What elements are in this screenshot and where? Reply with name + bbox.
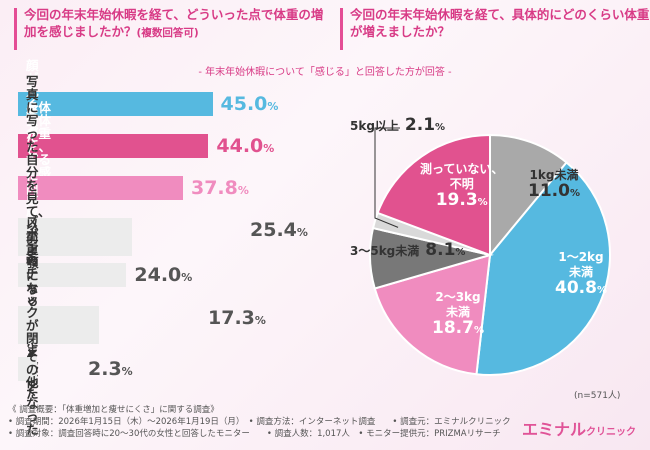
subtitle: - 年末年始休暇について「感じる」と回答した方が回答 - xyxy=(198,67,452,78)
pie-label: 2〜3kg 未満 18.7% xyxy=(432,290,484,338)
pie-label: 3〜5kg未満 8.1% xyxy=(350,240,466,260)
bar-value-label: 17.3% xyxy=(208,307,266,329)
bar xyxy=(18,218,133,256)
footer-line-1: 《 調査概要：「体重増加と痩せにくさ」に関する調査》 xyxy=(8,405,219,415)
bar xyxy=(18,92,213,116)
question-2-title: 今回の年末年始休暇を経て、具体的にどのくらい体重が増えましたか？ xyxy=(350,7,650,39)
question-1-heading: 今回の年末年始休暇を経て、どういった点で体重の増加を感じましたか？(複数回答可) xyxy=(14,6,324,56)
bar-value-label: 44.0% xyxy=(216,135,275,157)
footer-line-2: • 調査期間：2026年1月15日（木）〜2026年1月19日（月） • 調査方… xyxy=(8,417,511,427)
bar-value-label: 2.3% xyxy=(88,358,133,380)
pie-label: 1kg未満 11.0% xyxy=(528,168,580,201)
pie-label: 1〜2kg 未満 40.8% xyxy=(555,250,607,298)
bar xyxy=(18,357,38,381)
question-2-heading: 今回の年末年始休暇を経て、具体的にどのくらい体重が増えましたか？ xyxy=(340,6,650,56)
pie-label: 測っていない、 不明 19.3% xyxy=(420,162,504,210)
bar xyxy=(18,306,99,344)
bar-label: その他 xyxy=(26,348,39,390)
brand-name: エミナル xyxy=(522,420,587,439)
bar-value-label: 24.0% xyxy=(134,264,193,286)
question-1-title: 今回の年末年始休暇を経て、どういった点で体重の増加を感じましたか？ xyxy=(24,7,324,39)
bar-value-label: 25.4% xyxy=(250,219,308,241)
bar xyxy=(18,176,183,200)
pie-label: 5kg以上 2.1% xyxy=(350,115,446,135)
question-1-note: (複数回答可) xyxy=(136,27,199,39)
bar-value-label: 45.0% xyxy=(220,93,279,115)
bar-value-label: 37.8% xyxy=(190,177,249,199)
brand-sub: クリニック xyxy=(586,427,637,438)
bar xyxy=(18,134,209,158)
heading-accent-bar xyxy=(340,8,343,50)
bar xyxy=(18,263,127,287)
brand-logo: エミナルクリニック xyxy=(522,416,636,440)
sample-size-note: (n=571人) xyxy=(574,391,621,401)
survey-footer: 《 調査概要：「体重増加と痩せにくさ」に関する調査》 • 調査期間：2026年1… xyxy=(8,404,511,440)
leader-line xyxy=(374,127,400,228)
bar-label: ズボンのチャックが 閉まらなくなった xyxy=(26,215,39,437)
footer-line-3: • 調査対象：調査回答時に20〜30代の女性と回答したモニター • 調査人数：1… xyxy=(8,429,501,439)
heading-accent-bar xyxy=(14,8,17,50)
